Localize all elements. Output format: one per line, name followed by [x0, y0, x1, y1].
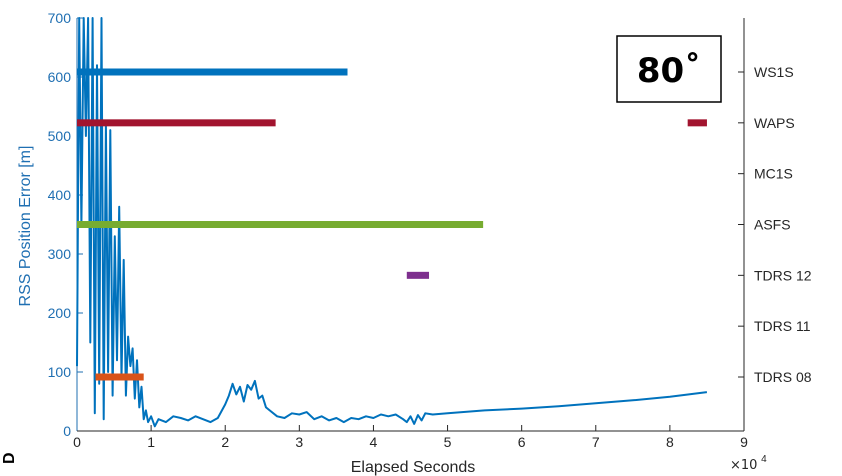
y-tick-label: 200 [48, 305, 72, 321]
x-tick-label: 0 [73, 434, 81, 450]
y-tick-label: 500 [48, 128, 72, 144]
x-tick-label: 2 [221, 434, 229, 450]
x-tick-label: 6 [518, 434, 526, 450]
band-segment [406, 271, 430, 279]
corner-mark: D [1, 452, 18, 464]
y-tick-label: 400 [48, 187, 72, 203]
band-segment [687, 119, 707, 127]
annotation-text: 80˚ [637, 51, 701, 91]
x-exponent-base: ×10 [730, 458, 757, 473]
y-tick-label: 300 [48, 246, 72, 262]
y-tick-label: 100 [48, 364, 72, 380]
annotation-badge: 80˚ [616, 35, 722, 103]
right-tick-label: WAPS [754, 115, 795, 131]
y-tick-label: 0 [63, 423, 71, 439]
band-group [77, 68, 707, 381]
band-segment [77, 221, 484, 228]
right-tick-label: TDRS 12 [754, 267, 812, 283]
x-tick-label: 8 [666, 434, 674, 450]
band-segment [95, 373, 144, 381]
right-tick-label: ASFS [754, 217, 791, 233]
right-tick-label: WS1S [754, 64, 794, 80]
x-exponent-power: 4 [761, 454, 767, 465]
x-tick-label: 4 [370, 434, 378, 450]
right-tick-label: TDRS 11 [754, 318, 811, 334]
series-line [76, 17, 708, 428]
x-tick-label: 5 [444, 434, 452, 450]
band-segment [77, 119, 276, 127]
series-group [76, 17, 708, 428]
x-tick-label: 3 [295, 434, 303, 450]
y-tick-label: 600 [48, 69, 72, 85]
band-segment [77, 68, 348, 76]
x-tick-label: 7 [592, 434, 600, 450]
right-axis-ticks: WS1S WAPS MC1S ASFS TDRS 12 TDRS 11 TDRS 08 [738, 64, 812, 385]
x-tick-label: 9 [740, 434, 748, 450]
y-axis-label: RSS Position Error [m] [17, 146, 34, 307]
y-tick-label: 700 [48, 10, 72, 26]
right-tick-label: TDRS 08 [754, 369, 812, 385]
x-axis-ticks: 0 1 2 3 4 5 6 7 8 9 [73, 425, 748, 450]
x-axis-label: Elapsed Seconds [351, 459, 476, 476]
right-tick-label: MC1S [754, 166, 793, 182]
x-exponent-label: ×10 4 [730, 454, 767, 473]
x-tick-label: 1 [147, 434, 155, 450]
